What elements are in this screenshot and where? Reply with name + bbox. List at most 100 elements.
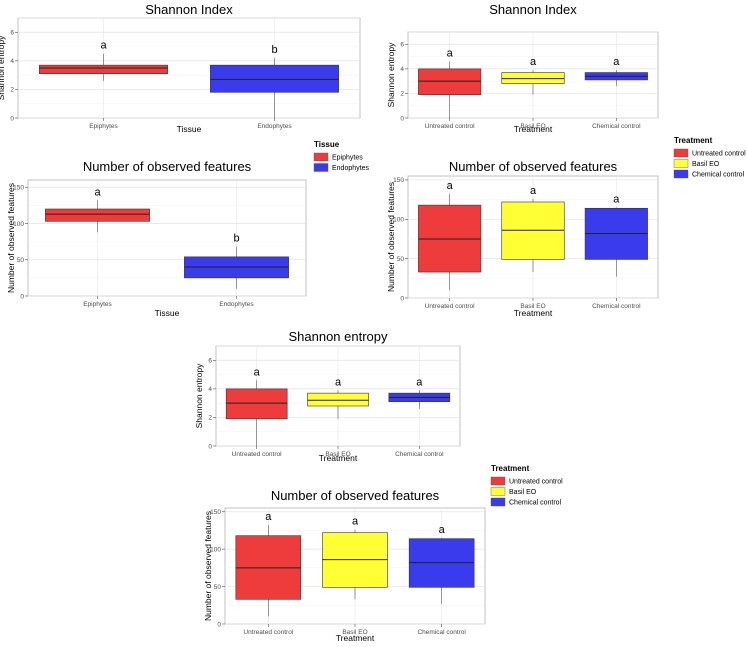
panel-p6: 0 50 100 150 a Untreated control a Basil EO a Che… [203, 488, 486, 643]
x-axis-title: Tissue [177, 124, 202, 134]
x-tick-label: Chemical control [395, 451, 444, 458]
x-tick-label: Untreated control [425, 123, 475, 130]
x-tick-label: Epiphytes [89, 123, 118, 130]
legend-swatch [313, 163, 329, 172]
y-tick-label: 50 [17, 257, 25, 264]
chart-title: Number of observed features [271, 488, 440, 503]
panel-p2: 0 2 4 6 a Untreated control a Basil EO a Chemical… [386, 2, 659, 134]
x-axis-title: Treatment [514, 124, 553, 134]
x-tick-label: Endophytes [257, 123, 292, 130]
significance-letter: a [613, 193, 620, 205]
y-tick-label: 0 [20, 293, 24, 300]
y-tick-label: 0 [400, 115, 404, 122]
box-chemical-control: a [388, 376, 451, 409]
box-endophytes: b [184, 233, 289, 289]
y-tick-label: 0 [217, 621, 221, 628]
significance-letter: a [416, 376, 423, 388]
box-untreated-control: a [418, 47, 482, 118]
y-axis-title: Number of observed features [6, 183, 16, 293]
box-chemical-control: a [408, 524, 475, 604]
legend-title: Treatment [491, 464, 530, 473]
legend-label: Chemical control [509, 500, 562, 507]
x-tick-label: Epiphytes [83, 301, 112, 308]
y-axis-title: Number of observed features [203, 511, 213, 621]
chart-title: Number of observed features [449, 159, 618, 174]
legend-swatch [673, 148, 689, 158]
legend-label: Basil EO [692, 161, 720, 168]
chart-title: Number of observed features [83, 159, 252, 174]
significance-letter: a [335, 376, 342, 388]
box-iqr [307, 392, 369, 407]
y-tick-label: 100 [210, 546, 221, 553]
significance-letter: a [530, 56, 537, 68]
y-tick-label: 150 [210, 509, 221, 516]
chart-title: Shannon Index [145, 2, 233, 17]
box-basil-eo: a [322, 516, 388, 600]
significance-letter: a [530, 185, 537, 197]
legend-lg-treat1: Treatment Untreated control Basil EO Chemic… [673, 136, 746, 179]
box-basil-eo: a [501, 56, 565, 95]
panel-p5: 0 2 4 6 a Untreated control a Basil EO a Chemical… [194, 329, 461, 463]
y-tick-label: 0 [208, 443, 212, 450]
legend-title: Treatment [674, 136, 713, 145]
legend-label: Untreated control [692, 151, 746, 158]
box-endophytes: b [210, 44, 339, 118]
significance-letter: a [447, 47, 454, 59]
box-iqr [210, 64, 339, 93]
x-tick-label: Untreated control [425, 303, 475, 310]
x-tick-label: Endophytes [219, 301, 254, 308]
panel-p3: 0 50 100 150 a Epiphytes b Endophytes Number of … [6, 159, 307, 318]
y-tick-label: 50 [397, 256, 405, 263]
y-tick-label: 2 [208, 415, 212, 422]
y-tick-label: 2 [10, 87, 14, 94]
x-tick-label: Chemical control [417, 629, 466, 636]
box-basil-eo: a [501, 185, 565, 273]
box-untreated-control: a [418, 180, 482, 291]
panel-p4: 0 50 100 150 a Untreated control a Basil EO a Che… [386, 159, 659, 318]
box-iqr [45, 208, 150, 222]
legend-label: Epiphytes [332, 155, 363, 162]
x-axis-title: Treatment [514, 308, 553, 318]
legend-swatch [313, 152, 329, 162]
x-tick-label: Untreated control [232, 451, 282, 458]
significance-letter: a [439, 524, 446, 536]
box-basil-eo: a [307, 376, 369, 419]
x-tick-label: Basil EO [342, 629, 367, 636]
significance-letter: b [233, 233, 239, 245]
plot-panel-border [27, 179, 307, 297]
x-axis-title: Treatment [336, 633, 375, 643]
y-tick-label: 100 [13, 221, 24, 228]
significance-letter: a [265, 511, 272, 523]
legend-swatch [673, 159, 689, 168]
panel-p1: 0 2 4 6 a Epiphytes b Endophytes Shannon Index Ti… [0, 2, 361, 134]
y-axis-title: Shannon entropy [194, 363, 204, 428]
box-chemical-control: a [584, 56, 648, 87]
legend-swatch [490, 476, 506, 486]
x-axis-title: Tissue [155, 308, 180, 318]
legend-title: Tissue [314, 140, 340, 149]
box-untreated-control: a [235, 511, 302, 617]
box-iqr [418, 68, 482, 95]
box-iqr [501, 72, 565, 84]
significance-letter: b [271, 44, 277, 56]
y-axis-title: Shannon entropy [0, 35, 6, 100]
significance-letter: a [447, 180, 454, 192]
legend-label: Basil EO [509, 489, 537, 496]
significance-letter: a [94, 186, 101, 198]
significance-letter: a [352, 516, 359, 528]
legend-lg-tissue: Tissue Epiphytes Endophytes [313, 140, 369, 172]
y-tick-label: 0 [400, 295, 404, 302]
y-tick-label: 4 [400, 66, 404, 73]
legend-swatch [673, 169, 689, 179]
box-iqr [225, 388, 288, 420]
box-chemical-control: a [584, 193, 648, 277]
y-tick-label: 0 [10, 115, 14, 122]
y-axis-title: Number of observed features [386, 182, 396, 292]
y-tick-label: 4 [10, 58, 14, 65]
x-tick-label: Basil EO [520, 303, 545, 310]
y-tick-label: 6 [400, 42, 404, 49]
box-untreated-control: a [225, 366, 288, 446]
chart-title: Shannon entropy [288, 329, 388, 344]
x-tick-label: Untreated control [243, 629, 293, 636]
